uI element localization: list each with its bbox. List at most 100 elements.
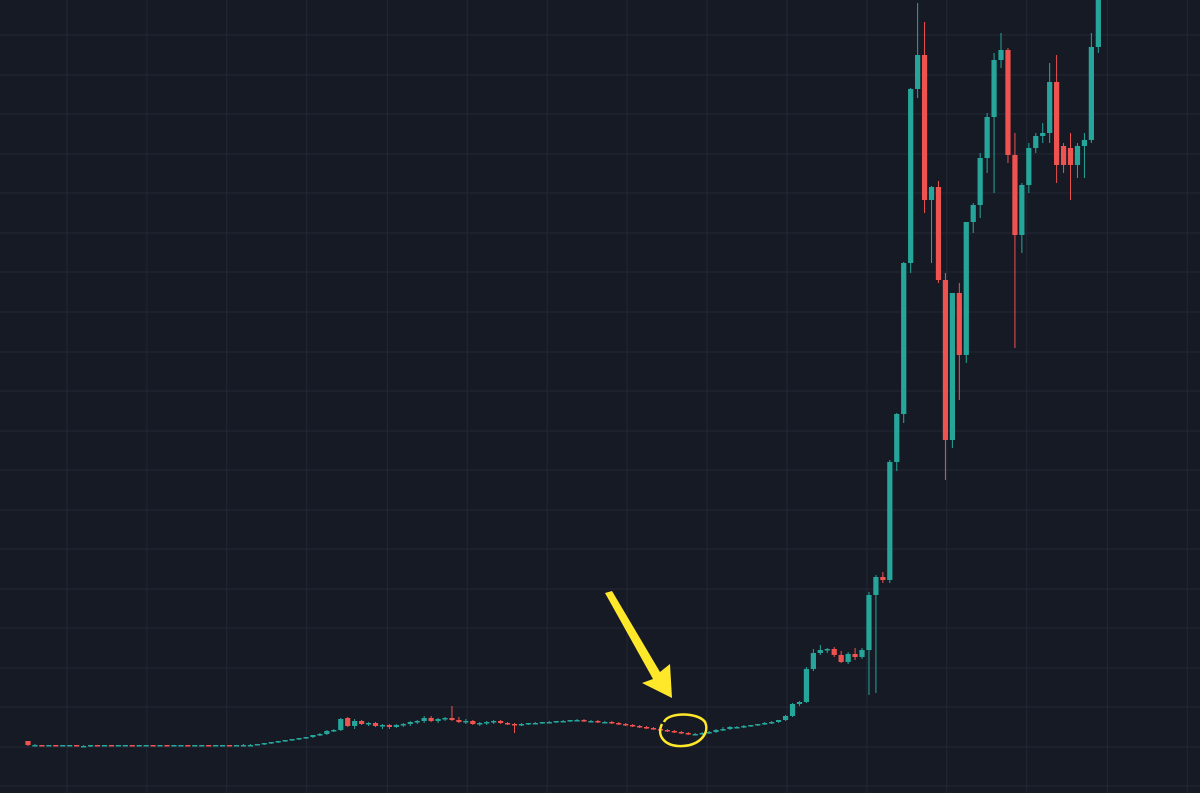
candle-body (984, 117, 990, 158)
candle-body (803, 669, 810, 702)
candle-body (616, 723, 622, 725)
candle-body (345, 718, 351, 726)
candle-body (588, 721, 594, 723)
candle-body (602, 722, 608, 724)
candle-body (338, 719, 344, 730)
candle-body (352, 721, 358, 726)
candle-body (1060, 146, 1067, 165)
candle-body (741, 726, 747, 728)
candle-body (859, 650, 865, 657)
candle-body (901, 263, 907, 414)
candle-body (845, 654, 851, 662)
candle-body (143, 745, 149, 747)
candle-body (727, 727, 733, 729)
candle-body (935, 187, 942, 280)
candle-body (852, 654, 858, 657)
candle-body (275, 741, 281, 743)
candle-body (81, 746, 87, 748)
candle-body (1054, 82, 1060, 165)
candle-body (282, 740, 288, 742)
candle-body (477, 723, 483, 725)
candle-body (46, 745, 52, 747)
candle-body (1067, 148, 1074, 165)
candle-body (511, 724, 518, 726)
candle-body (1033, 136, 1039, 148)
candle-body (53, 745, 59, 747)
candle-body (233, 745, 240, 747)
candle-body (664, 730, 671, 732)
candle-body (782, 716, 789, 720)
candle-body (39, 745, 45, 747)
candle-body (553, 721, 559, 723)
candle-body (254, 744, 260, 746)
candle-body (518, 724, 525, 726)
candle-body (324, 731, 330, 734)
candle-body (650, 728, 657, 730)
candle-body (643, 727, 650, 729)
candle-body (421, 718, 427, 721)
candle-body (393, 725, 399, 727)
candle-body (178, 745, 184, 747)
candle-body (880, 577, 886, 580)
candle-body (303, 737, 309, 739)
candle-body (60, 745, 66, 747)
candle-body (991, 60, 997, 117)
candle-body (942, 280, 949, 440)
candle-body (87, 745, 94, 747)
candle-body (755, 724, 761, 726)
candle-body (101, 745, 108, 747)
candle-body (317, 734, 323, 736)
candle-body (915, 55, 921, 89)
candle-body (400, 724, 406, 726)
candle-body (949, 293, 955, 440)
candle-body (491, 721, 497, 723)
candle-body (977, 158, 983, 205)
candle-body (442, 718, 448, 720)
candle-body (268, 742, 274, 744)
candle-body (671, 731, 677, 733)
candle-body (921, 55, 928, 200)
candle-body (539, 722, 545, 724)
candle-body (171, 745, 177, 747)
candle-body (310, 735, 316, 737)
candle-body (247, 745, 254, 747)
candle-body (226, 745, 233, 747)
candle-body (386, 725, 393, 727)
candle-body (776, 720, 782, 722)
candle-body (136, 745, 142, 747)
candle-body (463, 721, 469, 723)
candle-body (609, 722, 615, 724)
candle-body (372, 723, 379, 726)
candle-body (713, 730, 719, 732)
candle-body (769, 722, 775, 724)
candle-body (963, 222, 969, 355)
candle-body (67, 745, 73, 747)
candle-body (894, 414, 900, 462)
candle-body (240, 745, 247, 747)
candle-body (115, 745, 121, 747)
candle-body (213, 745, 219, 747)
candle-body (630, 725, 636, 727)
candle-body (1012, 155, 1018, 235)
candle-body (706, 732, 712, 734)
candle-body (581, 720, 587, 722)
candle-body (574, 720, 580, 722)
candle-body (887, 462, 893, 580)
candle-body (379, 725, 386, 727)
candle-body (595, 721, 601, 723)
candle-body (498, 721, 504, 723)
candle-body (129, 745, 135, 747)
candle-body (206, 745, 212, 747)
candle-body (484, 722, 490, 724)
candle-body (1081, 140, 1088, 146)
candle-body (970, 205, 976, 222)
candle-body (998, 50, 1004, 60)
arrow (605, 591, 672, 698)
candle-body (122, 745, 128, 747)
candle-body (32, 745, 38, 747)
candle-body (789, 704, 796, 716)
candle-body (199, 745, 205, 747)
candle-body (164, 745, 170, 747)
